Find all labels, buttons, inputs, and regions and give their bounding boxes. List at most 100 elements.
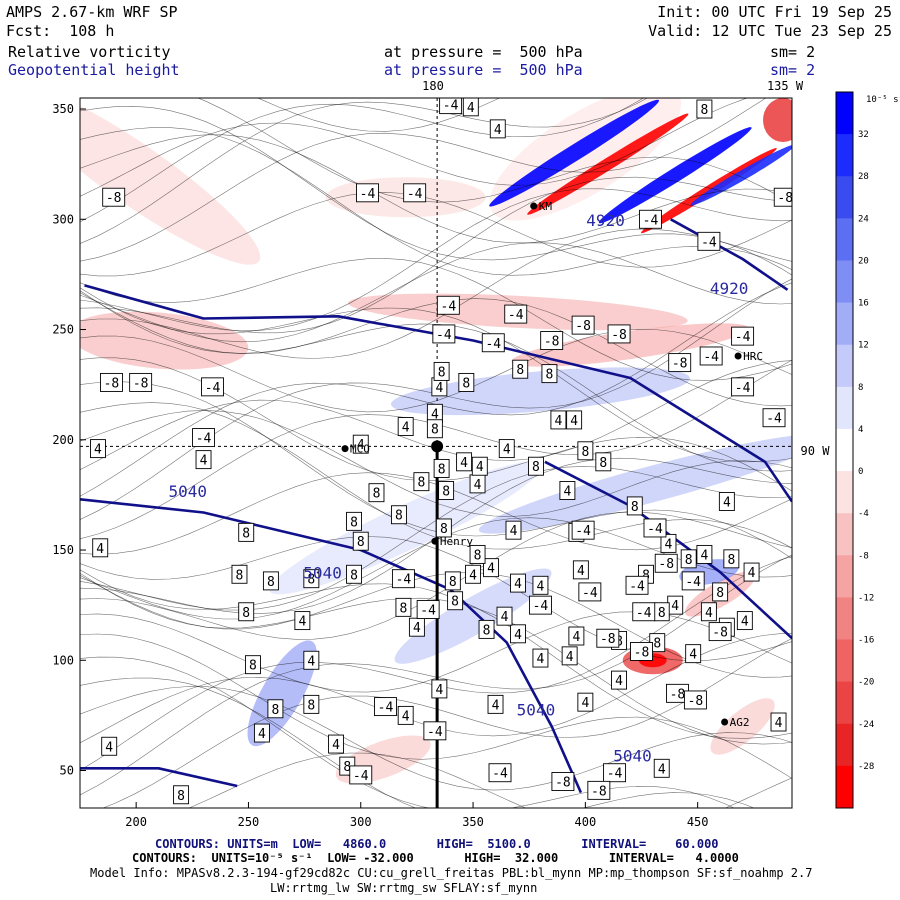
vorticity-label: -4 <box>681 571 705 591</box>
vorticity-label-box <box>487 694 504 714</box>
vorticity-label-box <box>510 624 526 644</box>
vorticity-label-box <box>498 439 515 459</box>
vorticity-label-box <box>712 582 729 602</box>
vorticity-label: -8 <box>668 353 692 373</box>
vorticity-label-text: -8 <box>106 191 122 206</box>
vorticity-label-box <box>374 697 397 717</box>
vorticity-label-box <box>596 628 620 648</box>
station-dot <box>721 718 729 726</box>
field2-level: at pressure = 500 hPa <box>384 61 583 79</box>
vorticity-label-box <box>700 602 717 622</box>
colorbar-swatch <box>836 555 853 598</box>
vorticity-label-text: 8 <box>581 445 589 460</box>
vorticity-shade <box>763 98 792 143</box>
vorticity-label: 4 <box>667 595 684 615</box>
vorticity-label: 4 <box>700 602 717 622</box>
vorticity-label-box <box>435 518 452 538</box>
vorticity-label-box <box>762 408 786 428</box>
vorticity-label: -4 <box>603 763 627 783</box>
vorticity-label-box <box>603 763 627 783</box>
colorbar-swatch <box>836 471 853 514</box>
vorticity-label-text: 4 <box>492 698 500 713</box>
vorticity-contour <box>80 572 792 745</box>
vorticity-label: 4 <box>456 452 473 472</box>
vorticity-label-text: 8 <box>700 103 708 118</box>
vorticity-label: -4 <box>625 575 649 595</box>
init-time: Init: 00 UTC Fri 19 Sep 25 <box>657 3 892 21</box>
vorticity-label-box <box>469 544 486 564</box>
vorticity-label-text: 4 <box>467 101 475 116</box>
vorticity-label-box <box>447 591 464 611</box>
vorticity-label: 4 <box>195 450 212 470</box>
vorticity-label-box <box>458 372 475 392</box>
vorticity-label-box <box>551 772 575 791</box>
vorticity-label: -4 <box>356 183 379 203</box>
vorticity-label: 8 <box>368 483 385 503</box>
vorticity-contour <box>80 517 792 620</box>
vorticity-shading <box>80 98 792 784</box>
vorticity-label-text: 4 <box>96 542 104 557</box>
vorticity-label-text: -4 <box>441 299 457 314</box>
vorticity-label: 8 <box>390 505 407 525</box>
vorticity-label-box <box>465 564 482 584</box>
vorticity-label-box <box>504 304 528 324</box>
vorticity-label-text: 8 <box>440 522 448 537</box>
vorticity-label: 4 <box>101 736 118 756</box>
vorticity-label: -4 <box>632 602 656 622</box>
vorticity-label-text: 4 <box>469 568 477 583</box>
vorticity-label-text: -4 <box>703 350 719 365</box>
vorticity-label-text: 8 <box>357 535 365 550</box>
vorticity-label: -8 <box>587 780 611 800</box>
vorticity-label-box <box>352 531 369 551</box>
vorticity-label-text: 4 <box>435 381 443 396</box>
vorticity-label-text: -8 <box>133 376 149 391</box>
vorticity-label-box <box>244 655 261 675</box>
vorticity-label: 8 <box>458 372 475 392</box>
vorticity-label: -4 <box>731 377 755 397</box>
y-tick-label: 200 <box>52 433 74 447</box>
vorticity-label-text: -4 <box>492 767 508 782</box>
vorticity-label: 4 <box>550 410 567 430</box>
x-tick-label: 200 <box>125 815 147 829</box>
vorticity-label-text: 8 <box>307 698 315 713</box>
vorticity-label-box <box>611 670 628 690</box>
vorticity-label: 8 <box>512 359 529 379</box>
vorticity-label-box <box>99 372 123 392</box>
vorticity-label-box <box>512 359 529 379</box>
vorticity-label-box <box>356 183 379 203</box>
vorticity-label: 4 <box>92 538 109 558</box>
vorticity-contour <box>80 611 792 693</box>
vorticity-label: 8 <box>626 496 643 516</box>
vorticity-label-box <box>696 99 713 119</box>
vorticity-label: 4 <box>483 558 499 578</box>
vorticity-shade <box>269 461 542 595</box>
vorticity-label: 4 <box>505 520 522 540</box>
vorticity-label: -4 <box>488 763 512 783</box>
vorticity-label: 8 <box>595 452 612 472</box>
vorticity-label-box <box>481 333 505 353</box>
vorticity-label-text: 4 <box>474 478 482 493</box>
station-label: KM <box>539 200 553 213</box>
vorticity-label-text: 4 <box>581 696 589 711</box>
colorbar-swatch <box>836 134 853 177</box>
model-info: Model Info: MPASv8.2.3-194-gf29cd82c CU:… <box>90 866 813 880</box>
y-tick-label: 150 <box>52 543 74 557</box>
vorticity-label-box <box>743 562 760 582</box>
colorbar-tick-label: 0 <box>858 467 863 477</box>
vorticity-label-text: 8 <box>442 484 450 499</box>
vorticity-contour-lines <box>80 98 792 808</box>
vorticity-label-text: 4 <box>501 610 509 625</box>
vorticity-label-box <box>607 324 631 344</box>
vorticity-label-text: -8 <box>670 687 686 702</box>
vorticity-label-box <box>346 511 362 531</box>
vorticity-label-box <box>571 315 595 335</box>
vorticity-label-text: 4 <box>487 562 495 577</box>
vorticity-label: -4 <box>571 520 595 540</box>
vorticity-label-text: 8 <box>462 376 470 391</box>
vorticity-label: -4 <box>423 721 447 741</box>
vorticity-label: 8 <box>433 458 450 478</box>
vorticity-label-box <box>201 377 224 397</box>
vorticity-label: 4 <box>253 723 270 743</box>
vorticity-contour <box>80 410 792 517</box>
vorticity-label-text: 8 <box>653 637 661 652</box>
